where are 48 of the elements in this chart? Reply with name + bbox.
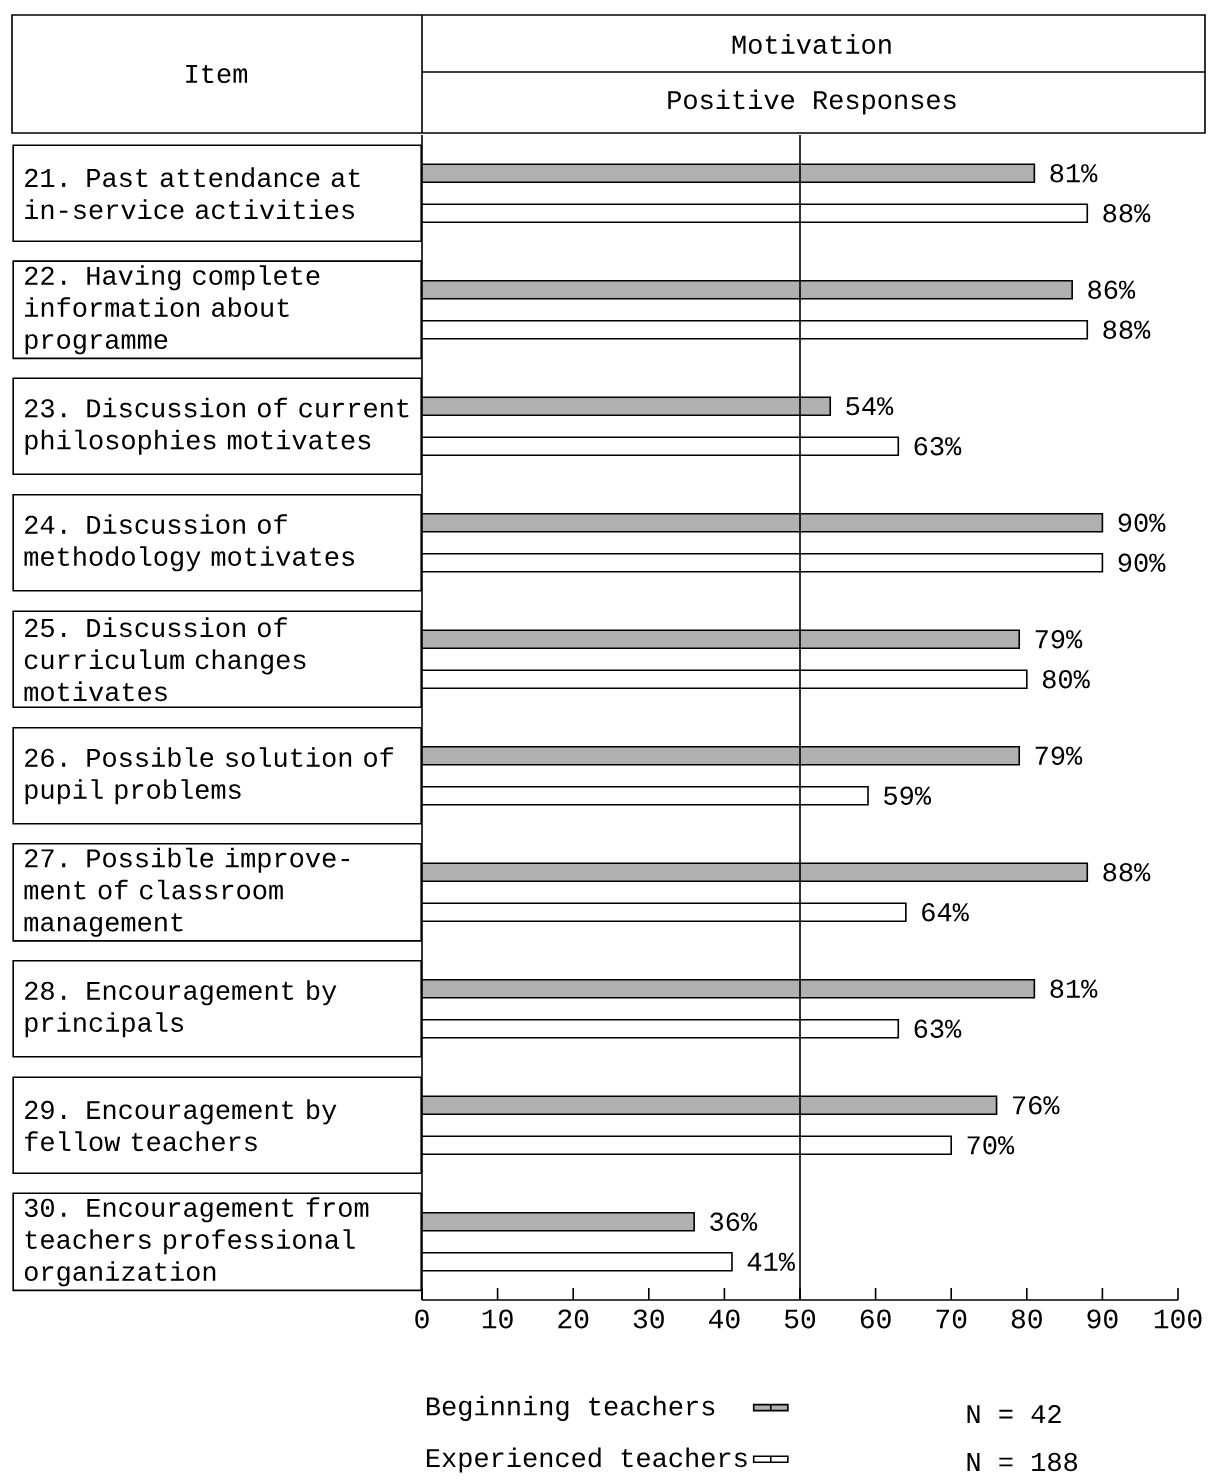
y-tick-label: 24. Discussion of methodology motivates xyxy=(24,514,354,572)
data-label: 59% xyxy=(884,786,932,805)
data-label: 41% xyxy=(747,1252,795,1271)
x-tick-label: 80 xyxy=(1011,1309,1042,1329)
data-label: 79% xyxy=(1035,630,1083,649)
data-label: 88% xyxy=(1103,320,1151,339)
data-label: 76% xyxy=(1013,1096,1060,1115)
x-tick-label: 30 xyxy=(633,1309,664,1329)
y-tick-label: 28. Encouragement by principals xyxy=(25,980,337,1038)
legend-label: Beginning teachers xyxy=(426,1395,715,1421)
data-label: 80% xyxy=(1042,670,1090,689)
x-tick-label: 60 xyxy=(860,1309,891,1329)
text: N = 42 xyxy=(967,1404,1061,1424)
y-tick-label: 30. Encouragement from teachers professional organization xyxy=(24,1197,369,1287)
data-label: 63% xyxy=(914,437,962,456)
data-label: 88% xyxy=(1103,204,1151,223)
x-tick-label: 70 xyxy=(936,1309,967,1329)
data-label: 64% xyxy=(922,903,969,922)
x-tick-label: 90 xyxy=(1087,1309,1118,1329)
x-tick-label: 40 xyxy=(709,1309,740,1329)
y-tick-label: 29. Encouragement by fellow teachers xyxy=(25,1099,337,1152)
x-tick-label: 100 xyxy=(1154,1309,1202,1329)
data-label: 70% xyxy=(967,1136,1015,1155)
data-label: 90% xyxy=(1118,513,1166,532)
data-label: 79% xyxy=(1035,746,1083,765)
data-label: 81% xyxy=(1050,979,1098,998)
y-tick-label: 21. Past attendance at in-service activities xyxy=(25,167,360,220)
data-label: 86% xyxy=(1088,280,1136,299)
text: N = 188 xyxy=(967,1452,1078,1472)
data-label: 36% xyxy=(710,1212,758,1231)
x-tick-label: 20 xyxy=(558,1309,589,1329)
y-tick-label: 26. Possible solution of pupil problems xyxy=(25,747,394,805)
y-axis-title: Item xyxy=(186,64,248,84)
data-label: 54% xyxy=(846,397,894,416)
x-tick-label: 50 xyxy=(784,1309,816,1329)
chart-subtitle: Positive Responses xyxy=(668,89,956,115)
x-tick-label: 10 xyxy=(482,1309,513,1329)
data-label: 63% xyxy=(914,1019,962,1038)
chart-title: Motivation xyxy=(732,34,891,54)
data-label: 88% xyxy=(1103,863,1151,882)
data-label: 81% xyxy=(1050,164,1098,183)
y-tick-label: 23. Discussion of current philosophies motivates xyxy=(25,397,409,455)
y-tick-label: 25. Discussion of curriculum changes motivates xyxy=(24,617,306,702)
data-label: 90% xyxy=(1118,553,1166,572)
y-tick-label: 27. Possible improve- ment of classroom management xyxy=(24,847,350,937)
legend-label: Experienced teachers xyxy=(426,1447,747,1473)
x-tick-label: 0 xyxy=(415,1309,429,1329)
y-tick-label: 22. Having complete information about programme xyxy=(25,265,320,355)
